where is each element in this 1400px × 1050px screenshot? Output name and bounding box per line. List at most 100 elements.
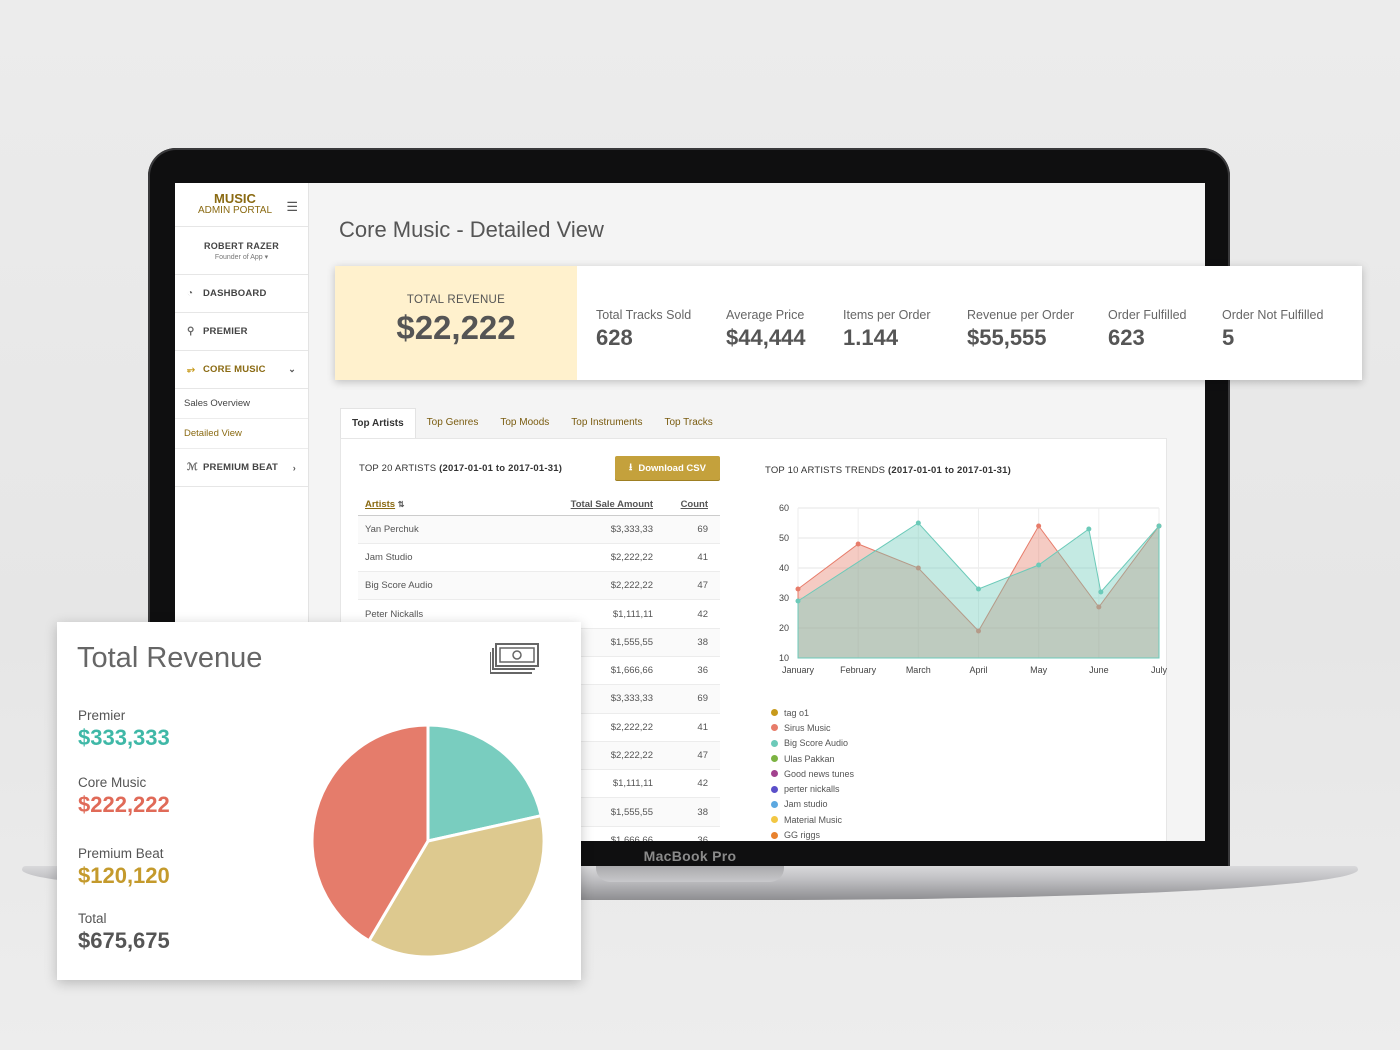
chevron-down-icon: ⌄ [288, 364, 296, 374]
tab-top-genres[interactable]: Top Genres [426, 417, 479, 428]
data-point[interactable] [1096, 604, 1102, 610]
count-cell: 41 [664, 543, 720, 573]
kpi-average-price: Average Price $44,444 [726, 308, 806, 351]
revenue-total: Total $675,675 [78, 911, 170, 954]
sidebar-item-dashboard[interactable]: ◔ DASHBOARD [175, 275, 308, 313]
artist-cell: Jam Studio [358, 543, 494, 573]
x-tick-label: February [840, 665, 877, 675]
revenue-core-music: Core Music $222,222 [78, 775, 170, 818]
revenue-value: $120,120 [78, 863, 170, 888]
table-row[interactable]: Big Score Audio $2,222,22 47 [358, 571, 720, 601]
tab-bar: Top Artists Top Genres Top Moods Top Ins… [340, 408, 724, 438]
sidebar-subitem-detailed-view[interactable]: Detailed View [175, 419, 308, 449]
legend-label: Good news tunes [784, 768, 855, 779]
kpi-label: Items per Order [843, 308, 931, 322]
data-point[interactable] [1156, 523, 1162, 529]
kpi-label: Order Fulfilled [1108, 308, 1187, 322]
core-icon: ⥅ [187, 364, 196, 375]
legend-item[interactable]: Good news tunes [771, 766, 854, 781]
column-header-total-sale-amount[interactable]: Total Sale Amount [493, 494, 664, 516]
legend-swatch [771, 770, 778, 778]
sidebar-item-core-music[interactable]: ⥅ CORE MUSIC ⌄ [175, 351, 308, 389]
revenue-pie-chart [310, 723, 546, 959]
data-point[interactable] [1036, 562, 1042, 568]
legend-swatch [771, 755, 778, 763]
kpi-label: Average Price [726, 308, 805, 322]
download-csv-label: Download CSV [638, 462, 706, 474]
user-menu[interactable]: ROBERT RAZER Founder of App ▾ [175, 227, 308, 275]
legend-item[interactable]: Ulas Pakkan [771, 751, 854, 766]
column-header-count[interactable]: Count [664, 494, 720, 516]
legend-item[interactable]: Sirus Music [771, 720, 854, 735]
kpi-value: 1.144 [843, 325, 899, 350]
pie-slice[interactable] [366, 813, 546, 959]
kpi-value: 5 [1222, 325, 1235, 350]
artists-section-title: TOP 20 ARTISTS (2017-01-01 to 2017-01-31… [359, 463, 563, 474]
legend-item[interactable]: tag o1 [771, 705, 854, 720]
count-cell: 38 [664, 797, 720, 827]
tab-top-tracks[interactable]: Top Tracks [664, 417, 713, 428]
legend-item[interactable]: Jam studio [771, 797, 854, 812]
sidebar-item-premier[interactable]: ⚲ PREMIER [175, 313, 308, 351]
pie-slice[interactable] [310, 723, 430, 943]
pie-slice[interactable] [426, 723, 543, 843]
count-cell: 36 [664, 656, 720, 686]
data-point[interactable] [976, 628, 981, 634]
data-point[interactable] [1098, 589, 1104, 595]
dashboard-icon: ◔ [187, 288, 194, 299]
data-point[interactable] [976, 586, 981, 592]
legend-item[interactable]: perter nickalls [771, 781, 854, 796]
total-revenue-card: Total Revenue Premier $333,333 Core Musi… [57, 622, 581, 980]
revenue-label: Premier [78, 708, 126, 723]
sidebar-item-premium-beat[interactable]: ℳ PREMIUM BEAT › [175, 449, 308, 487]
sale-amount-cell: $2,222,22 [493, 571, 664, 601]
laptop-label: MacBook Pro [643, 848, 737, 864]
data-point[interactable] [795, 586, 801, 592]
artist-cell: Yan Perchuk [358, 515, 494, 544]
revenue-value: $222,222 [78, 792, 170, 817]
kpi-value: 623 [1108, 325, 1145, 350]
data-point[interactable] [1036, 523, 1042, 529]
brand-title: MUSIC [214, 191, 256, 206]
tab-top-artists[interactable]: Top Artists [340, 408, 416, 438]
tab-top-instruments[interactable]: Top Instruments [571, 417, 643, 428]
legend-label: Material Music [784, 814, 843, 825]
data-point[interactable] [1086, 526, 1092, 532]
count-cell: 47 [664, 571, 720, 601]
legend-label: tag o1 [784, 707, 810, 718]
legend-label: Ulas Pakkan [784, 753, 835, 764]
revenue-label: Total [78, 911, 107, 926]
hamburger-icon[interactable]: ☰ [286, 199, 298, 214]
revenue-value: $675,675 [78, 928, 170, 953]
kpi-main-label: TOTAL REVENUE [406, 294, 506, 306]
kpi-order-not-fulfilled: Order Not Fulfilled 5 [1222, 308, 1323, 351]
legend-swatch [771, 724, 778, 732]
download-csv-button[interactable]: ⭳ Download CSV [615, 456, 720, 480]
kpi-items-per-order: Items per Order 1.144 [843, 308, 931, 351]
data-point[interactable] [915, 520, 921, 526]
table-row[interactable]: Yan Perchuk $3,333,33 69 [358, 515, 720, 544]
brand: MUSIC ADMIN PORTAL ☰ [175, 183, 308, 227]
table-row[interactable]: Jam Studio $2,222,22 41 [358, 543, 720, 573]
tab-top-moods[interactable]: Top Moods [500, 417, 550, 428]
data-point[interactable] [795, 598, 801, 604]
legend-label: Jam studio [784, 799, 828, 810]
legend-item[interactable]: GG riggs [771, 827, 854, 841]
x-tick-label: March [906, 665, 931, 675]
artist-cell: Big Score Audio [358, 571, 494, 601]
data-point[interactable] [915, 565, 921, 571]
user-role: Founder of App ▾ [214, 254, 269, 261]
table-row[interactable]: Peter Nickalls $1,111,11 42 [358, 599, 720, 629]
column-header-artists[interactable]: Artists ⇅ [358, 494, 494, 516]
y-tick-label: 30 [779, 593, 789, 603]
count-cell: 42 [664, 599, 720, 629]
kpi-value: $55,555 [967, 325, 1047, 350]
legend-item[interactable]: Big Score Audio [771, 736, 854, 751]
legend-item[interactable]: Material Music [771, 812, 854, 827]
data-point[interactable] [855, 541, 861, 547]
laptop-notch [596, 866, 784, 882]
revenue-value: $333,333 [78, 725, 170, 750]
count-cell: 41 [664, 713, 720, 742]
sidebar-subitem-sales-overview[interactable]: Sales Overview [175, 389, 308, 419]
revenue-premium-beat: Premium Beat $120,120 [78, 846, 170, 889]
